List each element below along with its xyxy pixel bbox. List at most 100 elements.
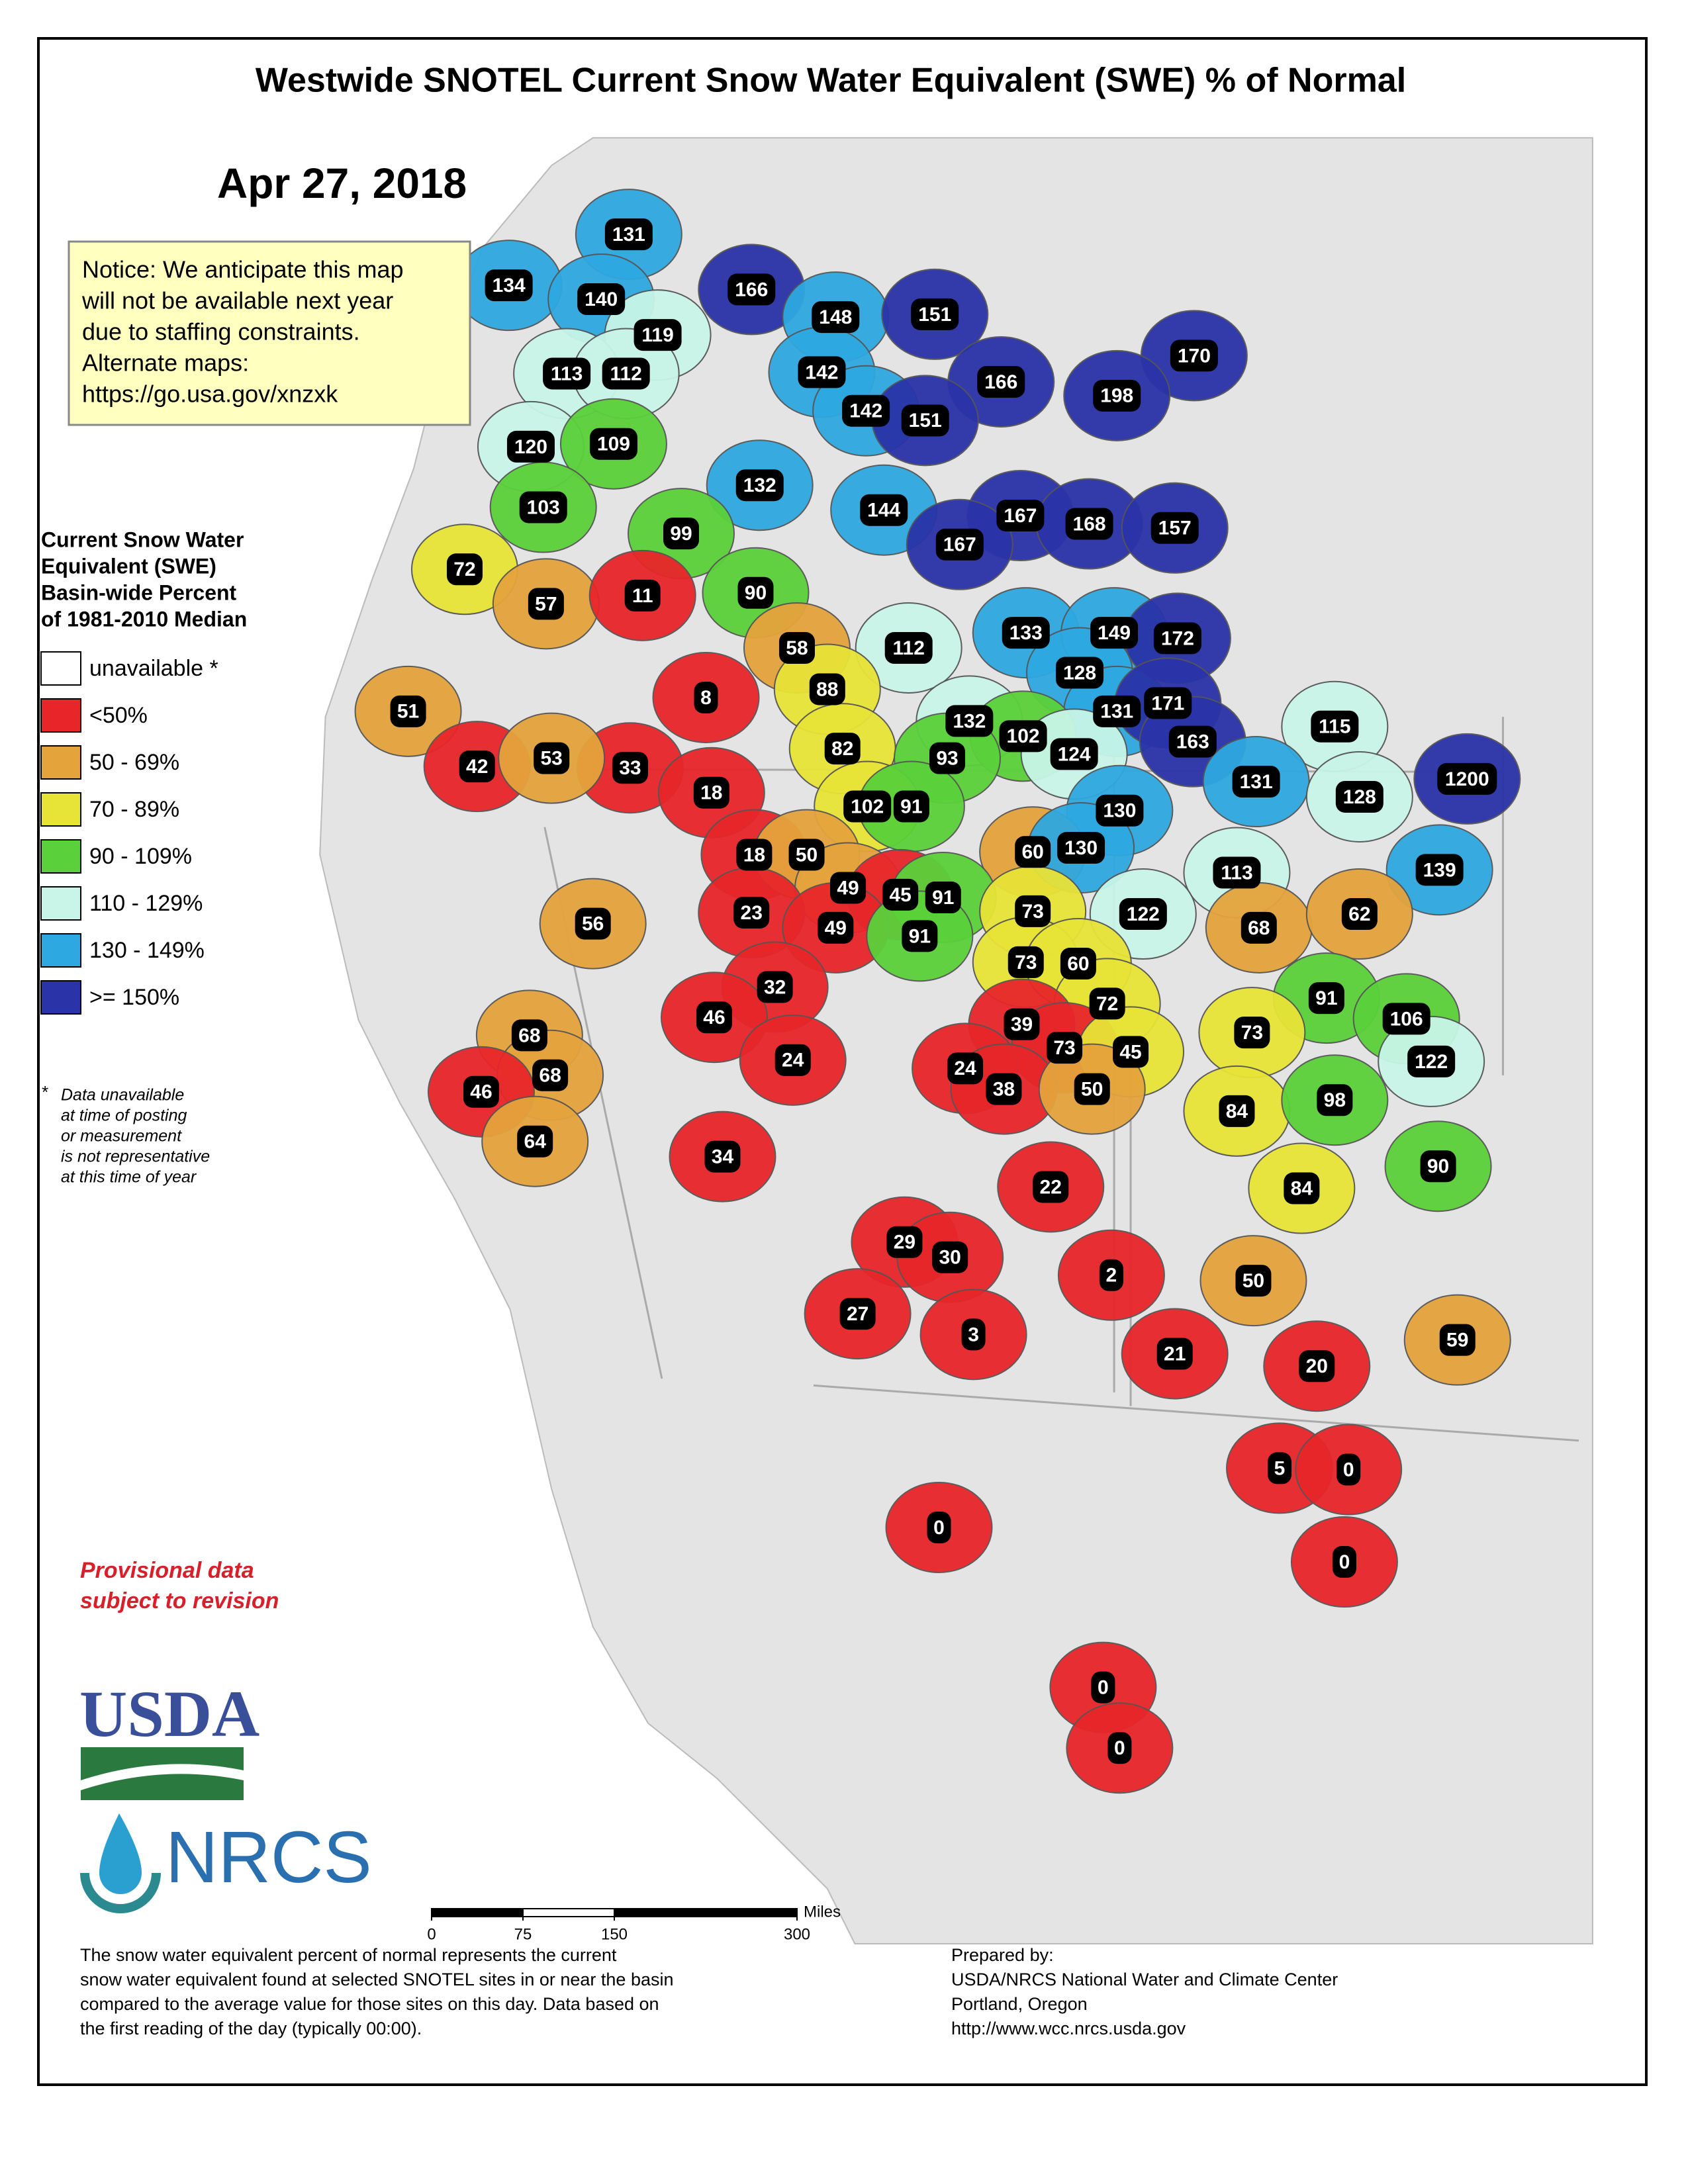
footnote-line: is not representative (61, 1148, 210, 1166)
basin-label-box (1415, 854, 1464, 886)
basin-label: 18 (700, 782, 722, 804)
basin-label: 122 (1415, 1051, 1448, 1073)
basin-label: 84 (1226, 1101, 1248, 1122)
legend-label: >= 150% (89, 985, 179, 1010)
prepared-line: http://www.wcc.nrcs.usda.gov (951, 2019, 1186, 2038)
basin-label-box (446, 553, 483, 586)
date: Apr 27, 2018 (217, 159, 467, 207)
basin-label: 0 (1343, 1459, 1354, 1480)
basin-label-box (886, 1226, 923, 1258)
basin-label-box (733, 896, 770, 929)
basin-label-box (1099, 1259, 1123, 1291)
legend-label: 90 - 109% (89, 844, 192, 869)
basin-label-box (929, 742, 966, 774)
basin-label: 167 (943, 534, 976, 556)
basin-label: 23 (741, 902, 763, 924)
basin-label-box (824, 733, 861, 765)
basin-label-box (818, 911, 854, 944)
footnote-line: Data unavailable (61, 1086, 184, 1105)
basin-label-box (1219, 1095, 1255, 1127)
basin-label-box (999, 720, 1047, 752)
basin-label-box (727, 273, 776, 306)
basin-label: 64 (524, 1131, 547, 1153)
basin-label-box (935, 528, 984, 561)
basin-label: 62 (1348, 903, 1370, 925)
basin-label-box (1057, 832, 1105, 864)
basin-label-box (612, 752, 648, 784)
basin-label: 72 (1096, 993, 1118, 1015)
basin-label: 103 (527, 496, 560, 518)
basin-label: 198 (1100, 385, 1133, 407)
basin-label-box (1060, 948, 1096, 980)
legend-label: 110 - 129% (89, 891, 203, 916)
basin-label-box (485, 269, 533, 302)
basin-label-box (911, 298, 959, 330)
nrcs-arc (80, 1872, 161, 1913)
notice-line: due to staffing constraints. (82, 318, 360, 345)
basin-label-box (1335, 780, 1383, 813)
legend-title: Equivalent (SWE) (41, 554, 216, 578)
legend-title: of 1981-2010 Median (41, 607, 247, 631)
basin-label-box (902, 920, 938, 952)
notice-line: Alternate maps: (82, 349, 249, 377)
basin-label-box (1091, 1671, 1115, 1704)
basin-label: 91 (909, 925, 931, 947)
basin-label: 82 (831, 738, 853, 760)
legend-swatch (40, 980, 81, 1015)
basin-label: 68 (1248, 917, 1270, 939)
basin-label-box (604, 218, 653, 251)
basin-label-box (532, 1059, 569, 1091)
basin-label-box (517, 1125, 553, 1158)
title: Westwide SNOTEL Current Snow Water Equiv… (256, 62, 1406, 100)
nrcs-drop (99, 1813, 142, 1894)
basin-label-box (1002, 617, 1050, 649)
legend-label: 70 - 89% (89, 797, 179, 822)
basin-label: 171 (1151, 692, 1184, 714)
basin-label: 131 (1100, 701, 1133, 723)
basin-label-box (737, 576, 774, 609)
scale-segment (522, 1908, 615, 1917)
provisional-note: Provisional data (80, 1558, 254, 1583)
basin-label-box (977, 365, 1025, 398)
basin-label-box (1150, 512, 1199, 544)
basin-label-box (1332, 1546, 1356, 1578)
legend-swatch (40, 886, 81, 921)
basin-label: 72 (453, 559, 475, 580)
basin-label: 5 (1274, 1457, 1286, 1479)
basin-label: 142 (849, 400, 882, 422)
basin-label: 99 (670, 523, 692, 545)
basin-label: 21 (1164, 1343, 1186, 1365)
basin-label-box (1089, 987, 1125, 1020)
basin-label: 24 (954, 1058, 976, 1079)
basin-label-box (1065, 508, 1113, 540)
legend-swatch (40, 651, 81, 686)
basin-label: 51 (397, 701, 419, 723)
basin-label-box (696, 1001, 732, 1034)
legend-label: unavailable * (89, 656, 218, 681)
basin-label-box (577, 283, 626, 316)
legend-label: 50 - 69% (89, 750, 179, 775)
basin-label: 166 (735, 279, 768, 300)
basin-label: 151 (918, 304, 951, 326)
basin-label: 46 (470, 1081, 492, 1103)
provisional-note: subject to revision (80, 1588, 279, 1614)
basin-label: 34 (712, 1146, 734, 1168)
basin-label-box (927, 1511, 951, 1543)
basin-label: 90 (745, 582, 767, 604)
basin-label-box (735, 469, 784, 502)
basin-label: 98 (1324, 1089, 1346, 1111)
basin-label-box (986, 1073, 1022, 1105)
description-line: snow water equivalent found at selected … (80, 1970, 674, 1989)
basin-label-box (830, 872, 867, 904)
basin-label: 113 (551, 363, 583, 385)
basin-label-box (1015, 895, 1051, 927)
basin-label: 53 (541, 748, 563, 770)
legend-label: <50% (89, 703, 148, 728)
basin-label: 102 (1007, 725, 1040, 747)
basin-label-box (860, 494, 908, 526)
basin-label: 90 (1427, 1156, 1449, 1177)
legend-swatch (40, 839, 81, 874)
notice-line: Notice: We anticipate this map (82, 256, 404, 283)
basin-label-box (1055, 657, 1103, 689)
